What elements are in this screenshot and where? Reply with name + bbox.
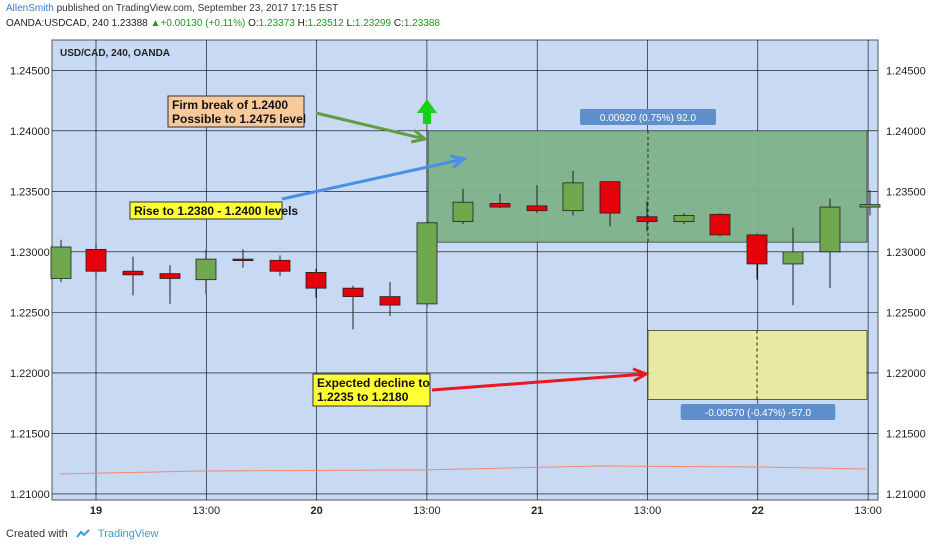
y-tick-label-right: 1.24500 [886, 65, 926, 77]
annotation-box [312, 373, 431, 407]
close-label: C: [393, 18, 404, 29]
x-tick-label: 13:00 [634, 505, 662, 517]
candle-body[interactable] [122, 270, 144, 276]
chart-title: USD/CAD, 240, OANDA [60, 48, 170, 59]
candle-body[interactable] [159, 273, 181, 279]
candlestick-chart[interactable]: 1.21000 1.21000 1.21500 1.21500 1.22000 1.220… [0, 34, 932, 524]
publish-line: AllenSmith published on TradingView.com,… [6, 3, 338, 14]
x-tick-label: 20 [310, 505, 322, 517]
ohlc-line: OANDA:USDCAD, 240 1.23388 ▲+0.00130 (+0.… [6, 18, 440, 29]
y-tick-label-left: 1.23000 [10, 247, 50, 259]
y-tick-label-left: 1.23500 [10, 186, 50, 198]
annotation-text: Rise to 1.2380 - 1.2400 levels [134, 204, 298, 218]
annotation-arrow-red [431, 372, 647, 392]
high-value: 1.23512 [307, 18, 344, 29]
low-label: L: [346, 18, 355, 29]
x-tick-label: 21 [531, 505, 543, 517]
candle-body[interactable] [416, 222, 438, 305]
annotation-arrow-green-head [411, 128, 429, 144]
candle-body[interactable] [782, 251, 804, 265]
high-label: H: [297, 18, 308, 29]
y-tick-label-left: 1.24500 [10, 65, 50, 77]
measure-box [647, 330, 868, 400]
symbol-label: OANDA:USDCAD, 240 [6, 18, 109, 29]
annotation-text: Expected decline to [317, 376, 430, 390]
tradingview-link[interactable]: TradingView [97, 528, 159, 540]
change-value: +0.00130 (+0.11%) [160, 18, 246, 29]
annotation-text: Possible to 1.2475 level [172, 112, 306, 126]
last-price: 1.23388 [111, 18, 148, 29]
candle-body[interactable] [269, 259, 291, 272]
y-tick-label-right: 1.21000 [886, 489, 926, 501]
candle-body[interactable] [562, 182, 584, 212]
candle-body[interactable] [599, 181, 621, 214]
published-text: published on TradingView.com, September … [56, 3, 339, 14]
measure-label: -0.00570 (-0.47%) -57.0 [705, 408, 812, 419]
candle-body[interactable] [85, 249, 107, 272]
y-tick-label-right: 1.24000 [886, 126, 926, 138]
candle-body[interactable] [50, 246, 72, 279]
footer: Created with TradingView [6, 528, 158, 540]
y-tick-label-left: 1.21500 [10, 428, 50, 440]
candle-body[interactable] [195, 258, 217, 281]
candle-body[interactable] [379, 296, 401, 306]
y-tick-label-left: 1.22500 [10, 307, 50, 319]
annotation-box [129, 201, 283, 220]
volume-line [59, 465, 867, 475]
candle-body[interactable] [526, 205, 548, 212]
candle-body[interactable] [709, 213, 731, 236]
measure-label-bg [680, 404, 836, 420]
open-label: O: [248, 18, 259, 29]
y-tick-label-left: 1.24000 [10, 126, 50, 138]
measure-label-bg [580, 109, 716, 125]
x-tick-label: 13:00 [854, 505, 882, 517]
created-with-label: Created with [6, 528, 68, 540]
annotation-text: Firm break of 1.2400 [172, 98, 288, 112]
candle-body[interactable] [819, 206, 841, 253]
tradingview-cloud-icon [76, 529, 90, 538]
y-tick-label-right: 1.23500 [886, 186, 926, 198]
up-arrow-icon: ▲ [150, 18, 161, 29]
y-tick-label-right: 1.23000 [886, 247, 926, 259]
candle-body[interactable] [232, 258, 254, 262]
candle-body[interactable] [489, 203, 511, 208]
annotation-arrow-blue-head [450, 154, 468, 169]
x-tick-label: 13:00 [413, 505, 441, 517]
open-value: 1.23373 [258, 18, 295, 29]
measure-label: 0.00920 (0.75%) 92.0 [600, 113, 697, 124]
candle-body[interactable] [673, 215, 695, 222]
x-tick-label: 13:00 [193, 505, 221, 517]
x-tick-label: 19 [90, 505, 102, 517]
x-tick-label: 22 [752, 505, 764, 517]
candle-body[interactable] [636, 216, 658, 222]
up-arrow-icon [417, 99, 437, 124]
annotation-arrow-red-head [632, 367, 650, 383]
candle-body[interactable] [342, 287, 364, 298]
candle-body[interactable] [859, 204, 881, 208]
annotation-arrow-green [315, 111, 426, 141]
y-tick-label-right: 1.22500 [886, 307, 926, 319]
y-tick-label-left: 1.22000 [10, 368, 50, 380]
annotation-text: 1.2235 to 1.2180 [317, 390, 409, 404]
candle-body[interactable] [452, 201, 474, 222]
candle-body[interactable] [305, 272, 327, 289]
author-link[interactable]: AllenSmith [6, 3, 54, 14]
low-value: 1.23299 [354, 18, 392, 29]
close-value: 1.23388 [403, 18, 440, 29]
candle-body[interactable] [746, 234, 768, 265]
y-tick-label-left: 1.21000 [10, 489, 50, 501]
annotation-box [167, 95, 305, 128]
y-tick-label-right: 1.22000 [886, 368, 926, 380]
annotation-arrow-blue [281, 157, 465, 201]
y-tick-label-right: 1.21500 [886, 428, 926, 440]
